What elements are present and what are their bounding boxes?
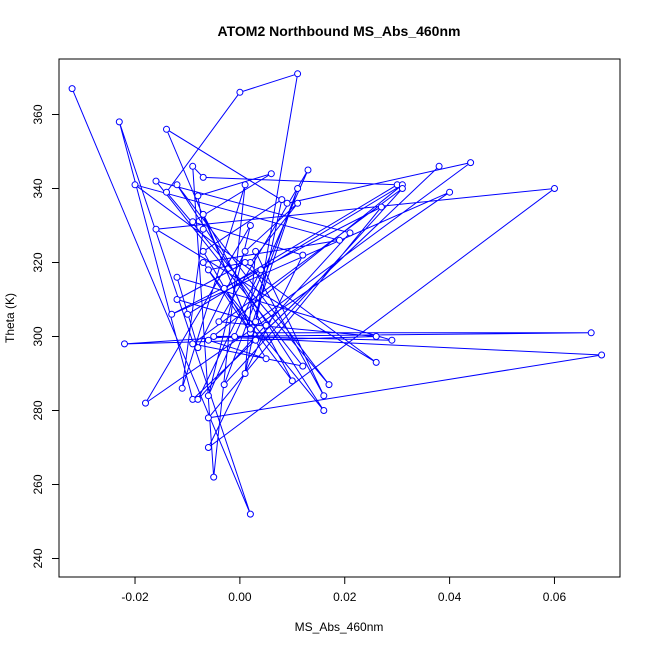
data-point — [372, 358, 380, 366]
y-axis: 240 260 280 300 320 340 360 — [31, 104, 60, 569]
y-tick-label: 300 — [31, 326, 45, 346]
data-point — [587, 329, 595, 337]
data-point — [246, 222, 254, 229]
data-point — [210, 333, 218, 340]
data-point — [388, 336, 396, 344]
data-point — [372, 333, 380, 340]
series-line — [71, 73, 602, 515]
data-point — [336, 236, 343, 244]
data-point — [320, 392, 328, 400]
data-point — [189, 340, 197, 348]
data-point — [299, 251, 307, 259]
data-point — [294, 185, 302, 192]
data-point — [377, 203, 385, 211]
series-points — [68, 70, 606, 518]
data-point — [294, 70, 302, 78]
y-tick-label: 240 — [31, 548, 45, 568]
data-point — [246, 510, 254, 518]
data-point — [241, 247, 249, 255]
data-point — [236, 88, 244, 96]
y-tick-label: 280 — [31, 400, 45, 420]
data-point — [199, 173, 207, 181]
data-point — [252, 247, 260, 255]
data-point — [163, 125, 170, 133]
data-point — [446, 188, 454, 196]
data-point — [220, 381, 228, 389]
data-point — [231, 333, 239, 340]
data-point — [598, 351, 606, 359]
data-point — [257, 266, 265, 274]
data-point — [173, 296, 181, 303]
data-point — [252, 336, 260, 344]
data-point — [346, 229, 354, 237]
y-tick-label: 360 — [31, 104, 45, 124]
data-point — [204, 266, 212, 274]
data-point — [152, 177, 160, 185]
data-point — [204, 392, 212, 400]
data-point — [199, 210, 207, 218]
data-point — [189, 162, 197, 170]
data-point — [294, 199, 302, 207]
chart-title: ATOM2 Northbound MS_Abs_460nm — [218, 23, 461, 39]
data-point — [184, 310, 191, 318]
data-point — [435, 162, 443, 170]
data-point — [152, 225, 160, 233]
data-point — [262, 321, 270, 329]
data-point — [194, 344, 202, 352]
data-point — [178, 384, 186, 392]
y-axis-label: Theta (K) — [3, 293, 17, 343]
data-point — [241, 181, 249, 189]
data-point — [204, 414, 212, 422]
data-point — [215, 318, 223, 326]
data-point — [204, 444, 212, 451]
x-axis: -0.02 0.00 0.02 0.04 0.06 — [121, 576, 567, 604]
data-point — [252, 318, 260, 326]
x-tick-label: -0.02 — [121, 590, 149, 604]
data-point — [320, 407, 328, 414]
data-point — [168, 310, 176, 318]
data-point — [288, 377, 296, 385]
data-point — [194, 192, 202, 200]
data-point — [194, 395, 202, 403]
data-point — [173, 181, 181, 189]
data-point — [299, 362, 307, 370]
data-point — [278, 196, 286, 204]
x-tick-label: 0.02 — [333, 590, 357, 604]
x-tick-label: 0.04 — [438, 590, 462, 604]
data-point — [142, 399, 149, 407]
data-point — [199, 259, 207, 266]
y-tick-label: 260 — [31, 474, 45, 494]
y-tick-label: 340 — [31, 178, 45, 198]
data-point — [262, 355, 270, 363]
data-point — [220, 284, 228, 292]
x-tick-label: 0.00 — [228, 590, 252, 604]
data-point — [189, 218, 197, 226]
data-point — [325, 381, 333, 389]
data-point — [241, 370, 249, 377]
data-point — [246, 325, 254, 333]
data-point — [115, 118, 123, 126]
data-point — [283, 199, 291, 207]
x-axis-label: MS_Abs_460nm — [295, 620, 384, 634]
data-point — [241, 259, 249, 266]
data-point — [121, 340, 128, 348]
data-point — [267, 170, 275, 178]
data-point — [199, 225, 207, 233]
data-point — [204, 336, 212, 344]
x-tick-label: 0.06 — [543, 590, 567, 604]
data-point — [210, 473, 218, 481]
data-point — [467, 159, 475, 167]
data-point — [163, 188, 170, 196]
data-point — [304, 166, 312, 174]
data-point — [551, 185, 558, 192]
data-point — [68, 85, 76, 93]
data-point — [131, 181, 139, 189]
data-point — [199, 247, 207, 255]
data-point — [173, 273, 181, 281]
series-lines — [71, 73, 602, 515]
data-point — [398, 185, 406, 192]
y-tick-label: 320 — [31, 252, 45, 272]
